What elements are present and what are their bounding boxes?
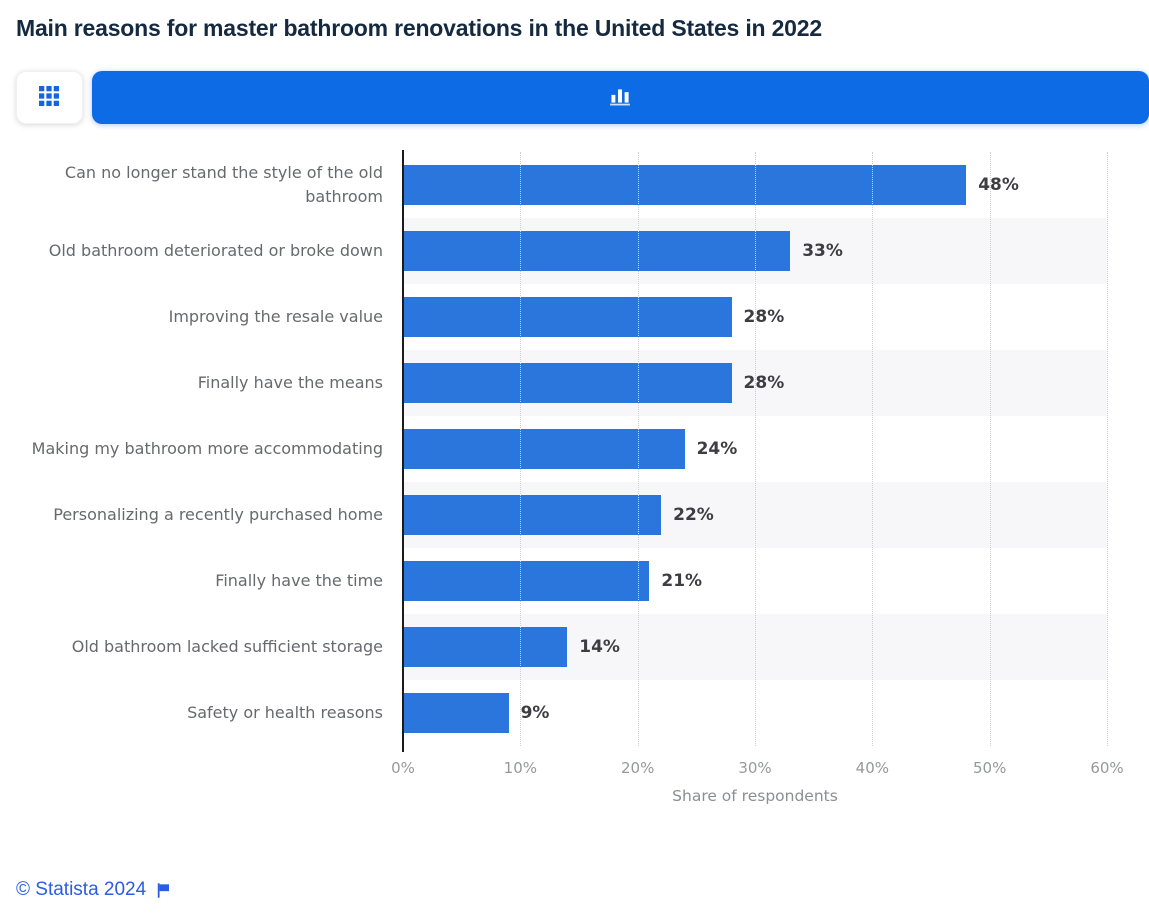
x-tick-label: 40% [855,759,889,777]
category-row: Can no longer stand the style of the old… [16,152,1107,218]
category-label: Finally have the time [215,571,383,590]
chart: Can no longer stand the style of the old… [16,150,1124,805]
category-row: Making my bathroom more accommodating 24… [16,416,1107,482]
value-label: 48% [978,175,1019,195]
category-row: Old bathroom lacked sufficient storage 1… [16,614,1107,680]
row-plot-area: 14% [403,614,1107,680]
row-plot-area: 48% [403,152,1107,218]
value-bar[interactable] [403,429,685,469]
value-label: 14% [579,637,620,657]
view-toggle [16,71,1149,124]
x-tick-label: 10% [503,759,537,777]
chart-view-button[interactable] [91,71,1149,124]
bar-chart-icon [609,86,631,109]
x-axis-title: Share of respondents [672,787,838,805]
value-bar[interactable] [403,165,967,205]
value-label: 28% [743,307,785,327]
category-row: Old bathroom deteriorated or broke down … [16,218,1107,284]
value-bar[interactable] [403,561,650,601]
row-plot-area: 28% [403,350,1107,416]
category-label: Making my bathroom more accommodating [31,439,383,458]
x-tick-label: 30% [738,759,772,777]
chart-rows: Can no longer stand the style of the old… [16,152,1107,746]
category-row: Finally have the means 28% [16,350,1107,416]
category-row: Finally have the time 21% [16,548,1107,614]
value-bar[interactable] [403,231,791,271]
category-label: Old bathroom deteriorated or broke down [48,241,383,260]
value-label: 28% [743,373,785,393]
page: Main reasons for master bathroom renovat… [16,15,1149,901]
grid-icon [39,86,60,109]
x-tick-label: 0% [391,759,415,777]
value-label: 9% [520,703,550,723]
x-tick-label: 50% [972,759,1007,777]
category-label: Improving the resale value [168,307,383,326]
value-label: 33% [802,241,843,261]
y-axis-line [402,150,404,752]
flag-icon[interactable] [155,882,172,899]
statista-copyright-link[interactable]: © Statista 2024 [16,879,147,900]
value-bar[interactable] [403,297,732,337]
value-bar[interactable] [403,363,732,403]
category-label: Finally have the means [197,373,383,392]
value-label: 21% [661,571,703,591]
row-plot-area: 9% [403,680,1107,746]
category-label: Old bathroom lacked sufficient storage [71,637,383,656]
row-plot-area: 21% [403,548,1107,614]
value-bar[interactable] [403,495,662,535]
value-label: 22% [673,505,714,525]
row-plot-area: 28% [403,284,1107,350]
value-bar[interactable] [403,693,509,733]
row-plot-area: 24% [403,416,1107,482]
row-plot-area: 22% [403,482,1107,548]
value-bar[interactable] [403,627,568,667]
page-title: Main reasons for master bathroom renovat… [16,15,822,41]
category-row: Improving the resale value 28% [16,284,1107,350]
value-label: 24% [696,439,738,459]
x-axis-ticks: 0% 10% 20% 30% 40% 50% 60% [391,759,1124,778]
x-tick-label: 60% [1090,759,1124,777]
category-row: Personalizing a recently purchased home … [16,482,1107,548]
gridline [1107,152,1108,746]
x-tick-label: 20% [620,759,655,777]
category-label: Personalizing a recently purchased home [53,505,383,524]
row-plot-area: 33% [403,218,1107,284]
footer: © Statista 2024 [16,879,1149,901]
table-view-button[interactable] [16,71,83,124]
category-label: Safety or health reasons [187,703,383,722]
category-label: Can no longer stand the style of the old… [64,163,383,206]
category-row: Safety or health reasons 9% [16,680,1107,746]
